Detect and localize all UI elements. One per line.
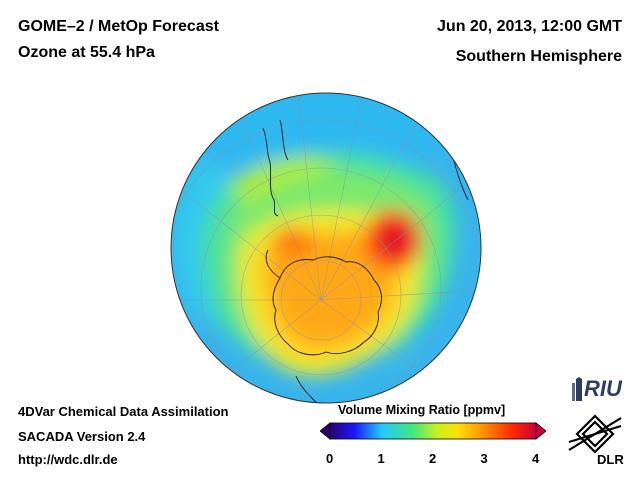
dlr-logo-text: DLR	[597, 452, 624, 466]
colorbar	[320, 422, 546, 440]
colorbar-tick-label: 2	[429, 451, 437, 466]
region-label: Southern Hemisphere	[455, 48, 622, 65]
riu-logo: RIU	[572, 376, 623, 401]
colorbar-tick-label: 4	[532, 451, 540, 466]
ozone-field	[171, 93, 481, 403]
colorbar-tick-label: 3	[480, 451, 488, 466]
riu-logo-text: RIU	[584, 376, 623, 401]
colorbar-gradient	[329, 422, 537, 440]
colorbar-min-arrow	[320, 422, 331, 440]
title-line1: GOME–2 / MetOp Forecast	[18, 18, 219, 35]
colorbar-title: Volume Mixing Ratio [ppmv]	[338, 403, 506, 417]
globe-outline	[170, 92, 482, 404]
ozone-hemisphere-map	[170, 92, 482, 404]
title-line2: Ozone at 55.4 hPa	[18, 44, 155, 61]
colorbar-max-arrow	[535, 422, 546, 440]
footer-url[interactable]: http://wdc.dlr.de	[18, 452, 118, 467]
colorbar-tick-label: 1	[377, 451, 385, 466]
date-label: Jun 20, 2013, 12:00 GMT	[437, 18, 622, 35]
graticule	[171, 93, 481, 403]
colorbar-tick-label: 0	[326, 451, 334, 466]
footer-line1: 4DVar Chemical Data Assimilation	[18, 404, 229, 419]
dlr-logo: DLR	[568, 414, 624, 466]
footer-line2: SACADA Version 2.4	[18, 429, 146, 444]
